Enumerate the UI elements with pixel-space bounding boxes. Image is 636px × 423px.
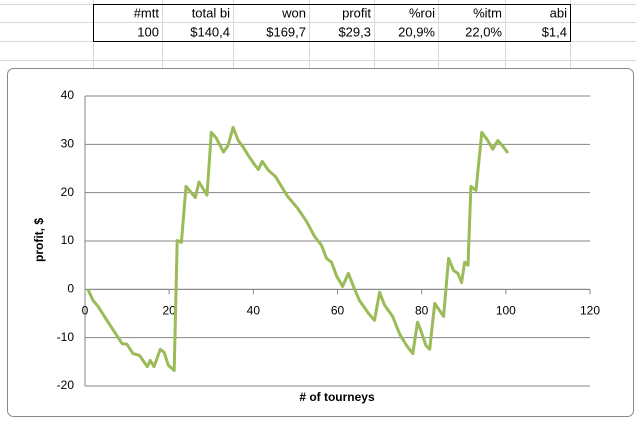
table-header-cell: total bi <box>192 5 230 20</box>
table-header-cell: won <box>281 5 306 20</box>
table-cell: $140,4 <box>190 24 230 39</box>
x-tick-label: 120 <box>580 304 600 318</box>
y-tick-label: 10 <box>61 233 75 247</box>
table-header-cell: %itm <box>473 5 502 20</box>
table-cell: $169,7 <box>266 24 306 39</box>
chart: -20 -10 0 10 20 30 40 0 20 40 60 80 100 120 <box>57 88 601 392</box>
table-cell: 20,9% <box>398 24 435 39</box>
x-tick-label: 80 <box>415 304 429 318</box>
y-tick-label: 0 <box>67 282 74 296</box>
x-tick-label: 100 <box>496 304 516 318</box>
table-header-cell: abi <box>550 5 567 20</box>
profit-line <box>86 125 510 372</box>
sheet-grid <box>0 0 636 68</box>
y-tick-label: 40 <box>61 88 75 102</box>
y-tick-label: -20 <box>57 378 75 392</box>
y-tick-label: 30 <box>61 137 75 151</box>
table-cell: 22,0% <box>465 24 502 39</box>
table-header-cell: profit <box>342 5 371 20</box>
x-tick-label: 40 <box>247 304 261 318</box>
table-header-cell: #mtt <box>134 5 160 20</box>
table-cell: $29,3 <box>338 24 371 39</box>
table-border <box>93 4 571 42</box>
x-tick-label: 20 <box>162 304 176 318</box>
y-tick-label: -10 <box>57 330 75 344</box>
y-tick-label: 20 <box>61 185 75 199</box>
x-axis-label: # of tourneys <box>299 390 375 404</box>
table-header-cell: %roi <box>409 5 435 20</box>
table-cell: $1,4 <box>542 24 567 39</box>
table: #mtt total bi won profit %roi %itm abi 100 $140,… <box>134 5 567 39</box>
table-cell: 100 <box>137 24 159 39</box>
y-axis-label: profit, $ <box>32 218 46 262</box>
x-tick-label: 60 <box>331 304 345 318</box>
x-tick-label: 0 <box>82 304 89 318</box>
